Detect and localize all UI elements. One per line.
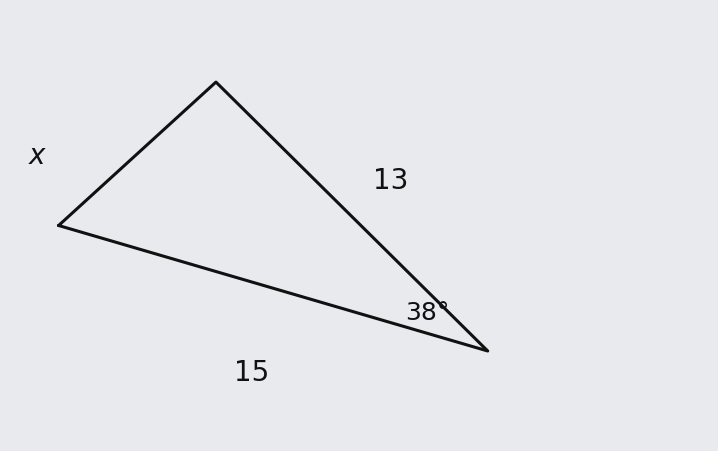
Text: 38°: 38° xyxy=(405,301,449,325)
Text: x: x xyxy=(29,142,45,170)
Text: 15: 15 xyxy=(234,359,269,387)
Text: 13: 13 xyxy=(373,167,409,195)
